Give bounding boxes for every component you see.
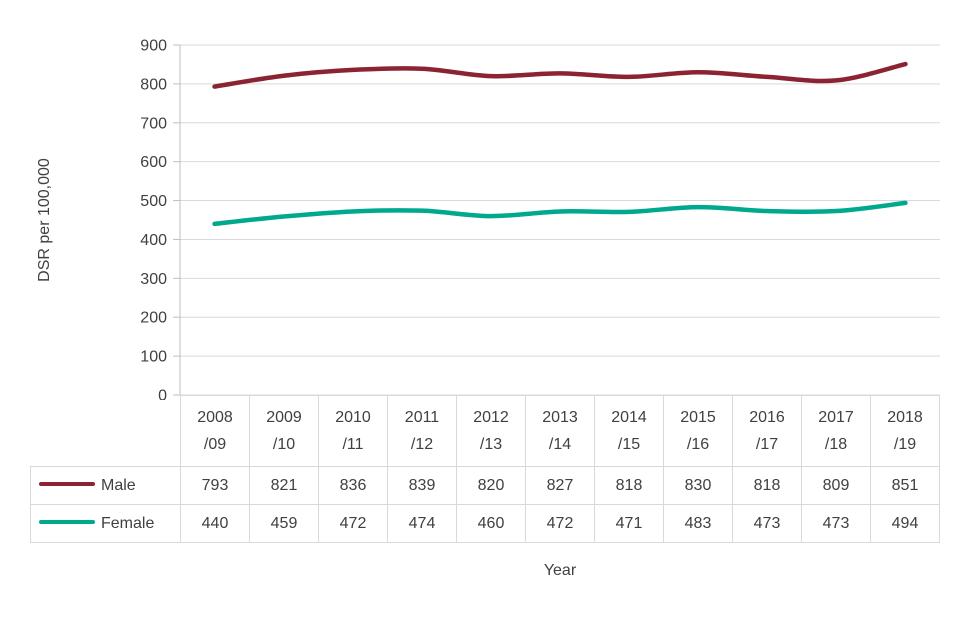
value-cell: 830 [663,466,733,505]
value-cell: 471 [594,504,664,543]
value-cell: 473 [732,504,802,543]
year-header-cell: 2016/17 [732,395,802,467]
line-chart-plot: 0 100 200 300 400 500 600 700 800 900 [140,38,940,401]
y-tick-label: 800 [140,76,167,93]
y-tick-label: 0 [158,388,167,401]
x-axis-title: Year [543,562,577,579]
table-corner-cell [31,396,181,467]
y-tick-label: 400 [140,232,167,249]
year-header-cell: 2011/12 [387,395,457,467]
year-header-cell: 2008/09 [180,395,250,467]
y-tick-label: 900 [140,38,167,55]
year-header-cell: 2009/10 [249,395,319,467]
table-header-row: 2008/09 2009/10 2010/11 2011/12 2012/13 2013/… [31,395,940,467]
value-cell: 494 [870,504,940,543]
value-cell: 818 [594,466,664,505]
value-cell: 460 [456,504,526,543]
value-cell: 851 [870,466,940,505]
value-cell: 472 [318,504,388,543]
y-tick-label: 200 [140,310,167,327]
series-name-label: Male [101,476,136,494]
legend-line-male [39,482,95,487]
year-header-cell: 2012/13 [456,395,526,467]
y-tick-label: 700 [140,115,167,132]
legend-cell-male: Male [30,466,181,505]
year-header-cell: 2015/16 [663,395,733,467]
y-tick-label: 600 [140,154,167,171]
year-header-cell: 2018/19 [870,395,940,467]
year-header-cell: 2013/14 [525,395,595,467]
value-cell: 483 [663,504,733,543]
value-cell: 472 [525,504,595,543]
value-cell: 836 [318,466,388,505]
chart-data-table: 2008/09 2009/10 2010/11 2011/12 2012/13 2013/… [30,395,940,543]
legend-line-female [39,520,95,525]
value-cell: 474 [387,504,457,543]
legend-cell-female: Female [30,504,181,543]
series-name-label: Female [101,514,155,532]
year-header-cell: 2010/11 [318,395,388,467]
value-cell: 818 [732,466,802,505]
table-row-female: Female 440 459 472 474 460 472 471 483 473 473 494 [30,504,940,543]
value-cell: 820 [456,466,526,505]
y-tick-label: 300 [140,271,167,288]
value-cell: 473 [801,504,871,543]
y-tick-label: 500 [140,193,167,210]
value-cell: 793 [180,466,250,505]
value-cell: 821 [249,466,319,505]
value-cell: 459 [249,504,319,543]
value-cell: 809 [801,466,871,505]
year-header-cell: 2014/15 [594,395,664,467]
value-cell: 440 [180,504,250,543]
series-line-male [212,61,908,89]
table-row-male: Male 793 821 836 839 820 827 818 830 818 809 851 [30,466,940,505]
y-tick-label: 100 [140,349,167,366]
value-cell: 839 [387,466,457,505]
year-header-cell: 2017/18 [801,395,871,467]
series-line-female [212,200,908,227]
value-cell: 827 [525,466,595,505]
